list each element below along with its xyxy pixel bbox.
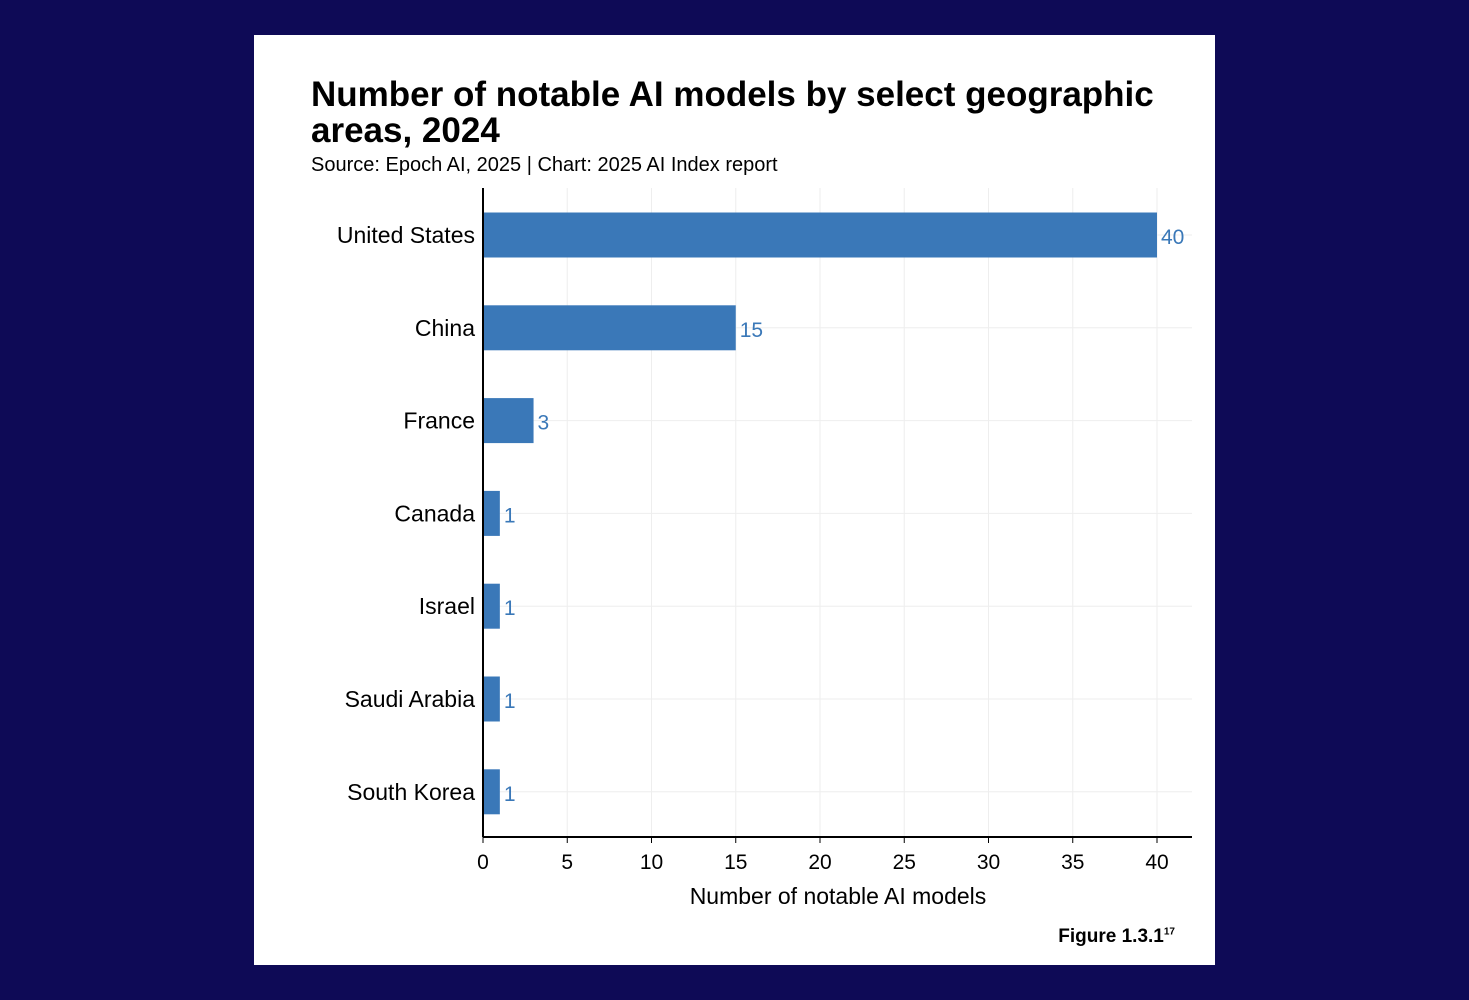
category-label: China — [415, 315, 475, 341]
bars-group — [483, 212, 1157, 815]
chart-card: Number of notable AI models by select ge… — [254, 35, 1215, 965]
bar — [483, 212, 1157, 258]
bar — [483, 305, 736, 351]
category-label: United States — [337, 222, 475, 248]
data-label: 1 — [504, 504, 516, 527]
chart-title: Number of notable AI models by select ge… — [311, 75, 1154, 150]
data-label: 40 — [1161, 226, 1184, 249]
category-label: France — [403, 408, 475, 434]
data-label: 1 — [504, 690, 516, 713]
x-tick-label: 20 — [808, 851, 831, 874]
data-label: 1 — [504, 597, 516, 620]
figure-footnote: 17 — [1163, 926, 1175, 938]
category-label: South Korea — [347, 779, 475, 805]
bar — [483, 398, 534, 444]
figure-number: Figure 1.3.1 — [1058, 926, 1164, 947]
x-axis-title: Number of notable AI models — [690, 883, 987, 909]
bar — [483, 490, 500, 536]
chart-subtitle: Source: Epoch AI, 2025 | Chart: 2025 AI … — [311, 154, 778, 176]
bar — [483, 769, 500, 815]
figure-label: Figure 1.3.117 — [1058, 926, 1175, 948]
data-label: 3 — [538, 412, 550, 435]
axes-group — [482, 188, 1192, 843]
x-tick-label: 35 — [1061, 851, 1084, 874]
x-tick-label: 25 — [893, 851, 916, 874]
bar — [483, 583, 500, 629]
x-tick-label: 15 — [724, 851, 747, 874]
data-label: 1 — [504, 783, 516, 806]
category-label: Israel — [419, 593, 475, 619]
x-tick-label: 5 — [561, 851, 573, 874]
bar — [483, 676, 500, 722]
x-tick-label: 10 — [640, 851, 663, 874]
x-tick-label: 0 — [477, 851, 489, 874]
category-label: Canada — [394, 500, 475, 526]
x-tick-label: 30 — [977, 851, 1000, 874]
x-tick-label: 40 — [1145, 851, 1168, 874]
data-label: 15 — [740, 319, 763, 342]
grid-lines — [483, 188, 1192, 837]
category-label: Saudi Arabia — [345, 686, 476, 712]
